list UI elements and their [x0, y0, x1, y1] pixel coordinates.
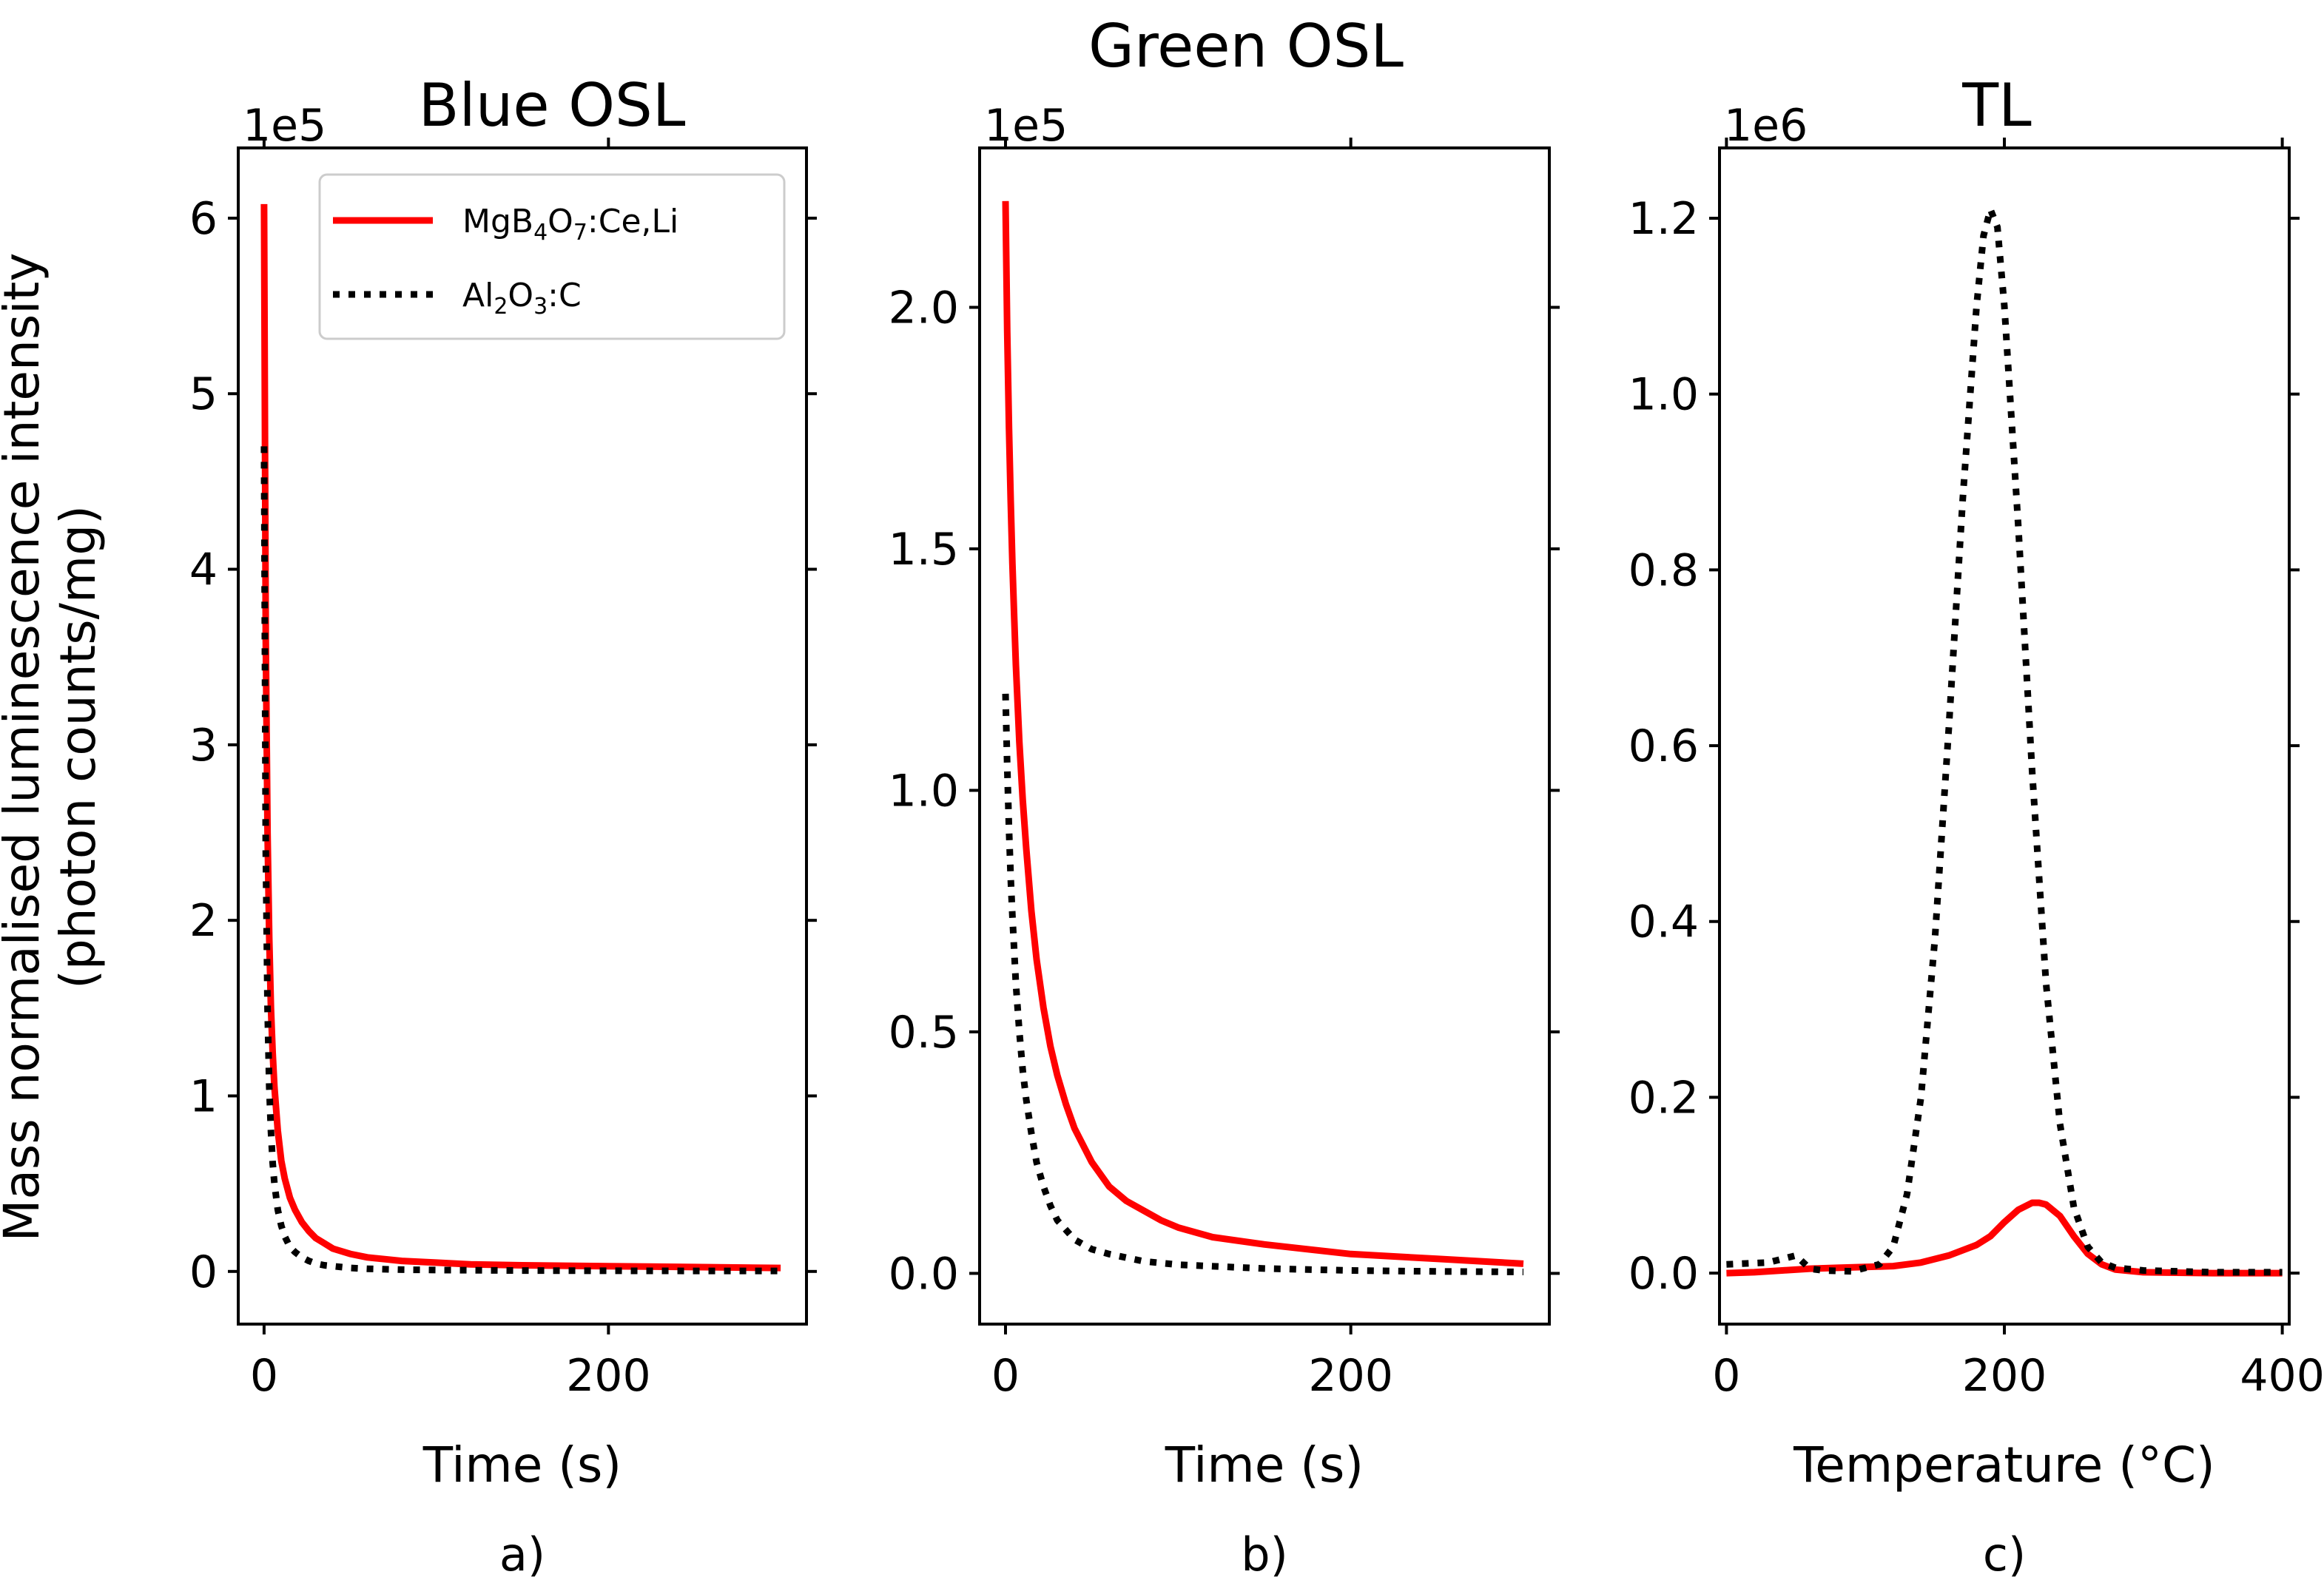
plot-frame-blue-osl	[237, 146, 808, 1326]
y-axis-label: Mass normalised luminescence intensity	[0, 253, 50, 1242]
y-tick-label-green-osl: 1.5	[889, 524, 959, 576]
y-tick-label-blue-osl: 3	[189, 720, 218, 772]
y-tick-label-tl: 0.6	[1629, 720, 1699, 772]
x-axis-label-tl: Temperature (°C)	[1793, 1437, 2215, 1493]
x-tick-label-blue-osl: 200	[566, 1350, 651, 1402]
y-tick-label-blue-osl: 4	[189, 544, 218, 596]
y-tick-label-tl: 0.4	[1629, 897, 1699, 948]
y-tick-label-tl: 0.0	[1629, 1248, 1699, 1300]
series-line-mgb4o7-blue-osl	[260, 203, 781, 1272]
y-tick-label-tl: 0.8	[1629, 544, 1699, 596]
series-line-mgb4o7-green-osl	[1002, 200, 1524, 1267]
legend: MgB4O7:Ce,Li Al2O3:C	[318, 173, 786, 340]
y-tick-label-blue-osl: 6	[189, 193, 218, 245]
plot-frame-green-osl	[978, 146, 1551, 1326]
legend-label-mgb4o7: MgB4O7:Ce,Li	[462, 203, 678, 246]
chart-title-blue-osl: Blue OSL	[419, 71, 686, 140]
y-tick-label-green-osl: 2.0	[889, 282, 959, 334]
legend-frame	[318, 173, 786, 340]
offset-label-blue-osl: 1e5	[243, 100, 326, 152]
x-tick-label-blue-osl: 0	[250, 1350, 278, 1402]
y-tick-label-blue-osl: 0	[189, 1246, 218, 1298]
x-axis-label-blue-osl: Time (s)	[422, 1437, 622, 1493]
panel-label-green-osl: b)	[1241, 1528, 1288, 1582]
legend-label-al2o3: Al2O3:C	[462, 277, 582, 320]
x-tick-label-green-osl: 0	[991, 1350, 1020, 1402]
panel-label-tl: c)	[1983, 1528, 2026, 1582]
y-tick-label-green-osl: 0.5	[889, 1007, 959, 1059]
y-tick-label-tl: 0.2	[1629, 1072, 1699, 1124]
y-tick-label-green-osl: 0.0	[889, 1248, 959, 1300]
series-line-al2o3-green-osl	[1002, 693, 1524, 1275]
x-tick-label-tl: 400	[2240, 1350, 2324, 1402]
x-tick-label-tl: 200	[1962, 1350, 2047, 1402]
x-tick-label-tl: 0	[1712, 1350, 1740, 1402]
panel-blue-osl: 0 1 2 3 4 5 6 0 200 Time (s) a) Blue OSL 1e5	[189, 71, 817, 1582]
offset-label-tl: 1e6	[1724, 100, 1808, 152]
x-axis-label-green-osl: Time (s)	[1165, 1437, 1364, 1493]
panel-green-osl: 0.0 0.5 1.0 1.5 2.0 0 200 Time (s) b) Green OSL 1e…	[889, 12, 1560, 1582]
chart-title-green-osl: Green OSL	[1088, 12, 1404, 81]
series-line-al2o3-tl	[1726, 206, 2283, 1276]
y-tick-label-tl: 1.0	[1629, 369, 1699, 421]
x-tick-label-green-osl: 200	[1308, 1350, 1393, 1402]
chart-title-tl: TL	[1961, 71, 2032, 140]
panel-tl: 0.0 0.2 0.4 0.6 0.8 1.0 1.2 0 200 400 Temperature …	[1629, 71, 2324, 1582]
panel-label-blue-osl: a)	[499, 1528, 545, 1582]
y-tick-label-tl: 1.2	[1629, 193, 1699, 245]
y-tick-label-green-osl: 1.0	[889, 765, 959, 817]
series-line-al2o3-blue-osl	[260, 446, 781, 1275]
y-axis-label-units: (photon counts/mg)	[50, 505, 107, 989]
y-tick-label-blue-osl: 2	[189, 895, 218, 947]
y-tick-label-blue-osl: 1	[189, 1070, 218, 1122]
y-tick-label-blue-osl: 5	[189, 368, 218, 420]
offset-label-green-osl: 1e5	[984, 100, 1068, 152]
